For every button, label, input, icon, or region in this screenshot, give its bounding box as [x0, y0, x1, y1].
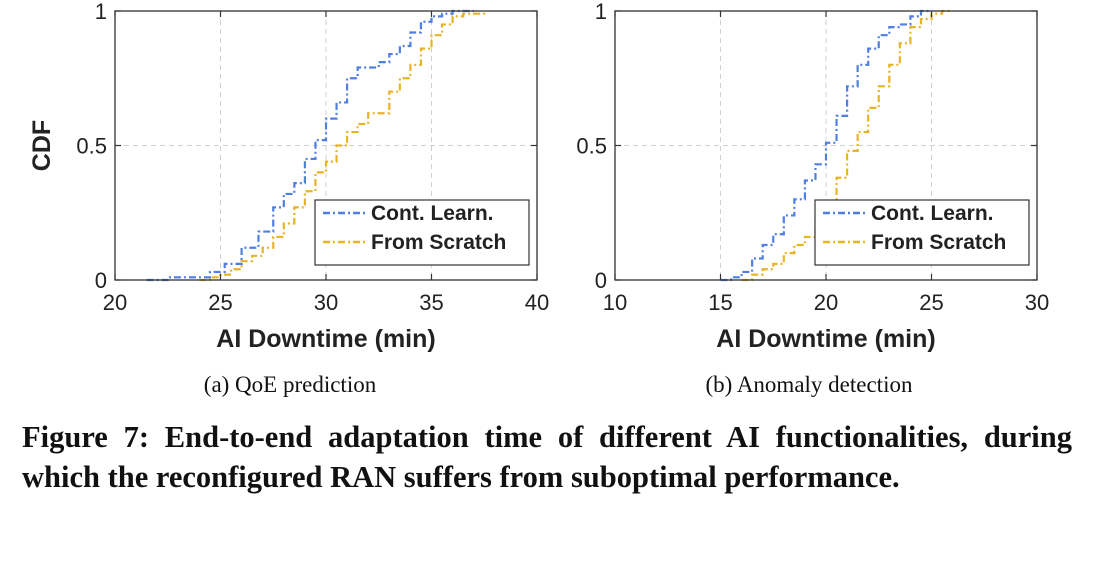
legend: Cont. Learn. From Scratch [814, 199, 1030, 266]
figure-caption: Figure 7: End-to-end adaptation time of … [22, 420, 1072, 494]
series-cont-learn [146, 9, 474, 282]
x-tick-label: 40 [525, 290, 549, 315]
x-tick-label: 15 [708, 290, 732, 315]
y-tick-label: 1 [95, 0, 107, 24]
grid-lines [115, 11, 537, 280]
legend-box [314, 199, 530, 266]
series-lines [720, 9, 953, 282]
legend-label-from-scratch: From Scratch [871, 231, 1006, 254]
x-tick-label: 20 [103, 290, 127, 315]
legend: Cont. Learn. From Scratch [314, 199, 530, 266]
tick-labels: 20 25 30 35 40 0 0.5 1 [76, 0, 549, 315]
x-tick-label: 35 [419, 290, 443, 315]
y-tick-label: 0.5 [576, 134, 607, 159]
tick-marks [614, 10, 1038, 281]
series-lines [146, 9, 486, 282]
series-from-scratch [199, 11, 486, 282]
x-axis-label: AI Downtime (min) [216, 325, 435, 353]
x-tick-label: 30 [314, 290, 338, 315]
x-tick-label: 30 [1025, 290, 1049, 315]
legend-box [814, 199, 1030, 266]
series-cont-learn [720, 9, 932, 282]
legend-label-cont-learn: Cont. Learn. [871, 202, 994, 225]
x-tick-label: 10 [603, 290, 627, 315]
x-axis-label: AI Downtime (min) [716, 325, 935, 353]
subcaption: (a) QoE prediction [204, 372, 377, 397]
y-tick-label: 0 [95, 268, 107, 293]
x-tick-label: 25 [208, 290, 232, 315]
tick-marks [114, 10, 538, 281]
y-tick-label: 0.5 [76, 134, 107, 159]
x-tick-label: 20 [814, 290, 838, 315]
y-tick-label: 0 [595, 268, 607, 293]
legend-label-from-scratch: From Scratch [371, 231, 506, 254]
chart-anomaly-detection: 10 15 20 25 30 0 0.5 1 AI Downtime (min) Cont. … [576, 0, 1049, 397]
subcaption: (b) Anomaly detection [706, 372, 913, 397]
chart-qoe-prediction: 20 25 30 35 40 0 0.5 1 AI Downtime (min) CDF Co… [28, 0, 549, 397]
y-tick-label: 1 [595, 0, 607, 24]
x-tick-label: 25 [919, 290, 943, 315]
y-axis-label: CDF [28, 120, 56, 171]
tick-labels: 10 15 20 25 30 0 0.5 1 [576, 0, 1049, 315]
series-from-scratch [741, 9, 953, 282]
legend-label-cont-learn: Cont. Learn. [371, 202, 494, 225]
